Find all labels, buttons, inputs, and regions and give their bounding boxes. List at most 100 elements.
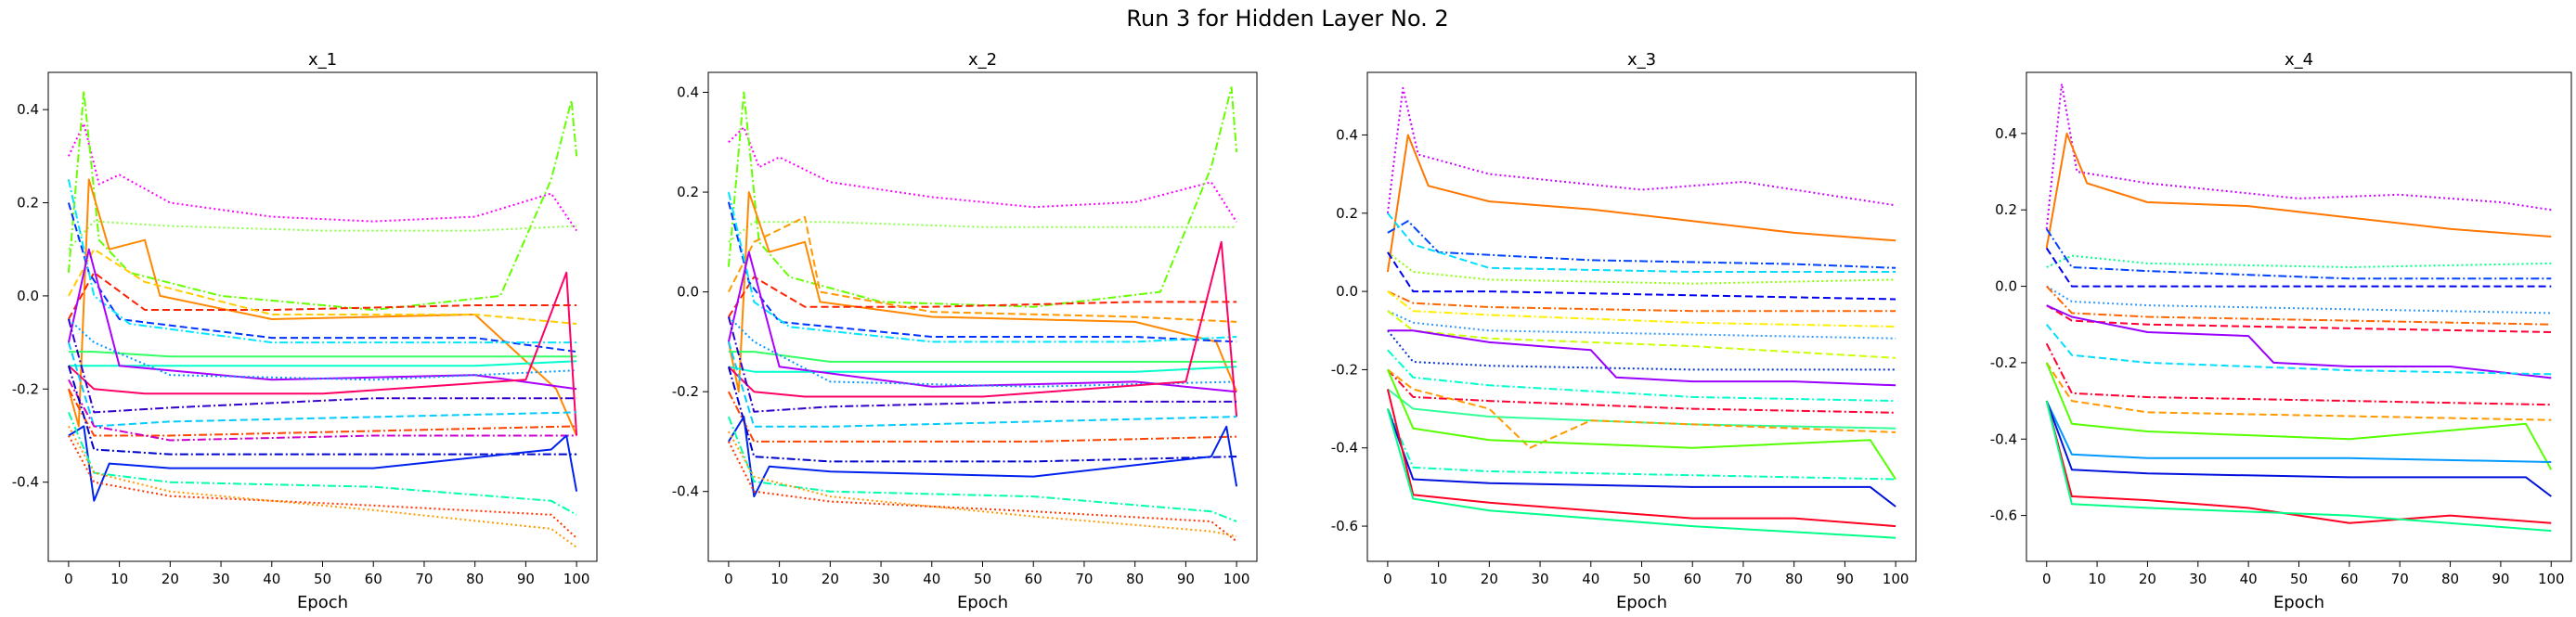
- series-line-4: [2045, 228, 2552, 280]
- series-line-13: [728, 240, 1238, 418]
- series-line-14: [1387, 368, 1896, 414]
- series-line-11: [2045, 342, 2552, 406]
- x-tick-label: 80: [2441, 571, 2459, 587]
- series-line-16: [1387, 368, 1896, 449]
- series-group: [727, 86, 1238, 543]
- series-line-16: [68, 388, 577, 437]
- x-tick-label: 50: [314, 571, 331, 587]
- x-tick-label: 20: [2139, 571, 2156, 587]
- x-tick-label: 50: [2290, 571, 2308, 587]
- x-tick-label: 100: [563, 571, 590, 587]
- series-line-19: [68, 425, 578, 502]
- y-tick-label: 0.0: [1995, 278, 2017, 295]
- y-tick-label: 0.4: [677, 84, 699, 101]
- series-line-6: [2046, 285, 2552, 315]
- y-tick-label: 0.0: [17, 288, 39, 304]
- y-tick-label: -0.6: [1990, 508, 2017, 524]
- series-line-19: [1386, 408, 1896, 508]
- series-line-12: [728, 315, 1237, 388]
- x-tick-label: 0: [2042, 571, 2052, 587]
- series-line-7: [1387, 290, 1896, 313]
- series-line-11: [1387, 329, 1896, 371]
- series-line-19: [727, 416, 1237, 522]
- series-line-1: [67, 122, 577, 232]
- series-line-5: [2045, 247, 2552, 288]
- x-tick-label: 70: [1075, 571, 1093, 587]
- y-tick-label: 0.4: [1336, 126, 1358, 143]
- x-tick-label: 10: [2089, 571, 2106, 587]
- y-tick-label: 0.4: [17, 101, 39, 118]
- x-tick-label: 40: [263, 571, 280, 587]
- x-tick-label: 30: [2189, 571, 2207, 587]
- series-line-17: [68, 379, 577, 442]
- x-tick-label: 100: [1223, 571, 1250, 587]
- subplot-3: 0 10 20 30 40 50 60 70 80 90 100 0.4 0.2 0.0 -0.2 -0.4 -…: [1331, 50, 1917, 612]
- series-line-16: [2045, 400, 2552, 524]
- x-tick-label: 10: [1430, 571, 1447, 587]
- series-line-15: [727, 341, 1237, 428]
- x-tick-label: 40: [1582, 571, 1599, 587]
- series-line-18: [67, 365, 577, 456]
- series-line-15: [2045, 400, 2552, 497]
- series-line-4: [1387, 212, 1896, 273]
- y-tick-label: -0.4: [1331, 440, 1358, 456]
- series-line-8: [727, 191, 1237, 343]
- series-line-3: [1387, 220, 1896, 269]
- series-line-11: [67, 248, 577, 391]
- series-line-12: [2045, 362, 2552, 421]
- y-tick-label: 0.2: [677, 184, 699, 200]
- y-tick-label: 0.4: [1995, 125, 2017, 142]
- series-line-21: [728, 431, 1237, 538]
- x-tick-label: 80: [1126, 571, 1144, 587]
- series-line-6: [1387, 251, 1896, 301]
- subplot-2: 0 10 20 30 40 50 60 70 80 90 100 0.4 0.2 0.0 -0.2 -0.4 x…: [672, 50, 1258, 612]
- y-tick-label: -0.2: [672, 383, 699, 400]
- x-tick-label: 30: [873, 571, 890, 587]
- x-tick-label: 40: [2240, 571, 2258, 587]
- series-line-17: [1386, 369, 1896, 481]
- y-tick-label: 0.2: [1336, 205, 1358, 222]
- subplot-4: 0 10 20 30 40 50 60 70 80 90 100 0.4 0.2 0.0 -0.2 -0.4 -…: [1990, 50, 2572, 612]
- x-axis-label: Epoch: [297, 593, 348, 612]
- x-tick-label: 70: [2391, 571, 2409, 587]
- series-line-2: [2045, 132, 2552, 249]
- x-axis-label: Epoch: [2273, 593, 2324, 612]
- series-line-18: [1386, 408, 1896, 481]
- x-tick-label: 100: [2538, 571, 2565, 587]
- y-tick-label: 0.0: [1336, 283, 1358, 300]
- series-line-6: [68, 248, 577, 325]
- series-line-1: [1386, 86, 1896, 213]
- series-line-2: [67, 90, 578, 311]
- series-line-15: [1387, 388, 1896, 430]
- x-tick-label: 60: [2340, 571, 2358, 587]
- y-tick-label: -0.2: [1990, 354, 2017, 371]
- series-line-2: [727, 86, 1238, 308]
- series-line-13: [1387, 349, 1896, 403]
- series-line-22: [68, 425, 577, 548]
- series-line-2: [1386, 134, 1896, 273]
- series-line-8: [1387, 290, 1896, 328]
- series-line-13: [68, 271, 578, 436]
- series-line-20: [67, 412, 577, 516]
- series-line-12: [68, 318, 577, 381]
- series-line-20: [728, 441, 1237, 543]
- x-tick-label: 90: [517, 571, 535, 587]
- x-tick-label: 60: [1025, 571, 1042, 587]
- x-tick-label: 0: [1383, 571, 1392, 587]
- x-tick-label: 70: [1734, 571, 1752, 587]
- series-line-17: [727, 366, 1237, 463]
- plot-area: [2026, 72, 2571, 561]
- x-tick-label: 100: [1883, 571, 1909, 587]
- x-tick-label: 80: [1785, 571, 1803, 587]
- series-line-13: [2045, 362, 2553, 470]
- x-tick-label: 30: [1532, 571, 1549, 587]
- x-tick-label: 50: [1633, 571, 1650, 587]
- series-line-5: [68, 271, 577, 320]
- series-group: [1386, 86, 1896, 539]
- y-tick-label: -0.2: [12, 380, 39, 397]
- series-line-20: [1386, 389, 1896, 528]
- figure-title: Run 3 for Hidden Layer No. 2: [1126, 6, 1448, 32]
- series-line-4: [67, 178, 578, 436]
- plot-area: [708, 72, 1257, 561]
